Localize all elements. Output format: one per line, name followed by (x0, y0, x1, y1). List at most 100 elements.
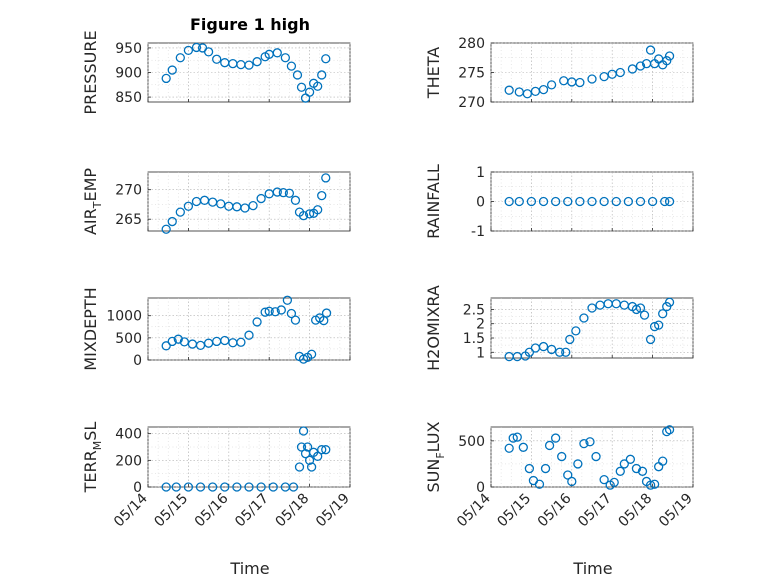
data-point (635, 61, 646, 71)
data-point (546, 344, 557, 355)
data-point (216, 199, 226, 209)
data-point (587, 74, 597, 84)
data-point (268, 482, 278, 492)
data-point (518, 442, 528, 452)
data-point (264, 306, 274, 316)
data-point (645, 45, 656, 55)
data-point (647, 196, 658, 207)
data-point (183, 45, 194, 56)
data-point (654, 320, 664, 330)
data-point (571, 326, 581, 336)
data-point (207, 482, 218, 492)
y-tick-label: 1 (476, 345, 485, 361)
y-tick-label: 850 (115, 90, 142, 106)
subplot-2: 270 275 280 THETA (424, 36, 694, 111)
data-point (540, 463, 551, 474)
data-point (645, 334, 656, 345)
data-point (664, 297, 675, 307)
y-tick-label: 0 (476, 195, 485, 211)
data-point (664, 51, 675, 61)
data-point (664, 425, 675, 435)
subplot-8: 0 500 SUNFLUX 05/14 05/15 05/16 05/17 05/18 05/1… (424, 421, 696, 530)
data-point (298, 211, 309, 221)
data-point (248, 200, 258, 211)
y-tick-label: -1 (471, 224, 485, 240)
data-point (244, 330, 254, 340)
y-tick-label: 900 (115, 66, 142, 82)
data-point (504, 85, 514, 95)
data-point (599, 474, 609, 485)
y-tick-label: 950 (115, 41, 142, 57)
data-point (256, 482, 266, 492)
data-point (625, 454, 636, 464)
data-point (321, 308, 332, 318)
data-point (306, 349, 317, 359)
data-point (637, 466, 648, 476)
data-point (534, 479, 545, 489)
data-point (587, 196, 597, 207)
data-point (317, 70, 327, 80)
x-tick-label: 05/18 (616, 491, 656, 531)
y-tick-label: 265 (115, 212, 142, 228)
data-point (203, 47, 214, 57)
y-axis-label: SUNFLUX (424, 421, 447, 492)
data-point (191, 42, 202, 53)
y-axis-label: H2OMIXRA (424, 285, 443, 371)
axes-box (147, 426, 351, 488)
y-tick-label: 0 (476, 480, 485, 496)
data-point (290, 315, 301, 325)
y-axis-label: AIRTEMP (81, 168, 104, 235)
data-point (579, 438, 589, 449)
y-tick-label: 0 (133, 353, 142, 369)
subplot-3: 265 270 AIRTEMP (81, 168, 351, 235)
data-point (611, 196, 621, 207)
data-point (260, 307, 270, 317)
x-tick-label: 05/19 (656, 491, 696, 531)
y-tick-label: 1 (476, 165, 485, 181)
data-point (313, 451, 323, 461)
data-point (161, 341, 171, 351)
data-point (599, 196, 609, 207)
data-point (544, 440, 555, 451)
data-point (317, 190, 327, 201)
axes-box (147, 171, 351, 232)
data-point (524, 347, 535, 357)
data-point (649, 321, 660, 332)
data-point (296, 82, 307, 92)
y-tick-label: 1.5 (463, 331, 485, 347)
data-point (220, 482, 230, 492)
y-tick-label: 275 (458, 66, 485, 82)
data-point (615, 67, 625, 78)
data-point (623, 196, 634, 207)
data-point (538, 341, 549, 352)
data-point (313, 205, 323, 215)
y-tick-label: 2 (476, 317, 485, 333)
data-point (272, 187, 282, 197)
subplot-5: 0 500 1000 MIXDEPTH (81, 287, 351, 371)
x-tick-label: 05/14 (111, 490, 151, 530)
data-point (244, 60, 254, 70)
data-point (321, 445, 331, 455)
data-point (579, 313, 589, 323)
data-point (298, 426, 309, 436)
x-tick-label: 05/19 (313, 491, 353, 531)
y-tick-label: 1000 (106, 309, 142, 325)
data-point (183, 482, 194, 492)
data-point (232, 482, 242, 492)
data-point (256, 193, 266, 204)
data-point (304, 209, 315, 219)
data-point (591, 451, 601, 462)
data-point (278, 187, 288, 198)
y-tick-label: 2.5 (463, 302, 485, 318)
data-point (212, 54, 222, 64)
data-point (280, 53, 291, 63)
data-point (236, 337, 246, 347)
y-tick-label: 500 (115, 331, 142, 347)
data-point (565, 334, 575, 345)
data-point (317, 445, 327, 455)
data-point (276, 305, 286, 315)
data-point (649, 479, 660, 489)
figure-title: Figure 1 high (190, 15, 310, 34)
data-point (161, 73, 171, 84)
data-point (555, 347, 565, 357)
